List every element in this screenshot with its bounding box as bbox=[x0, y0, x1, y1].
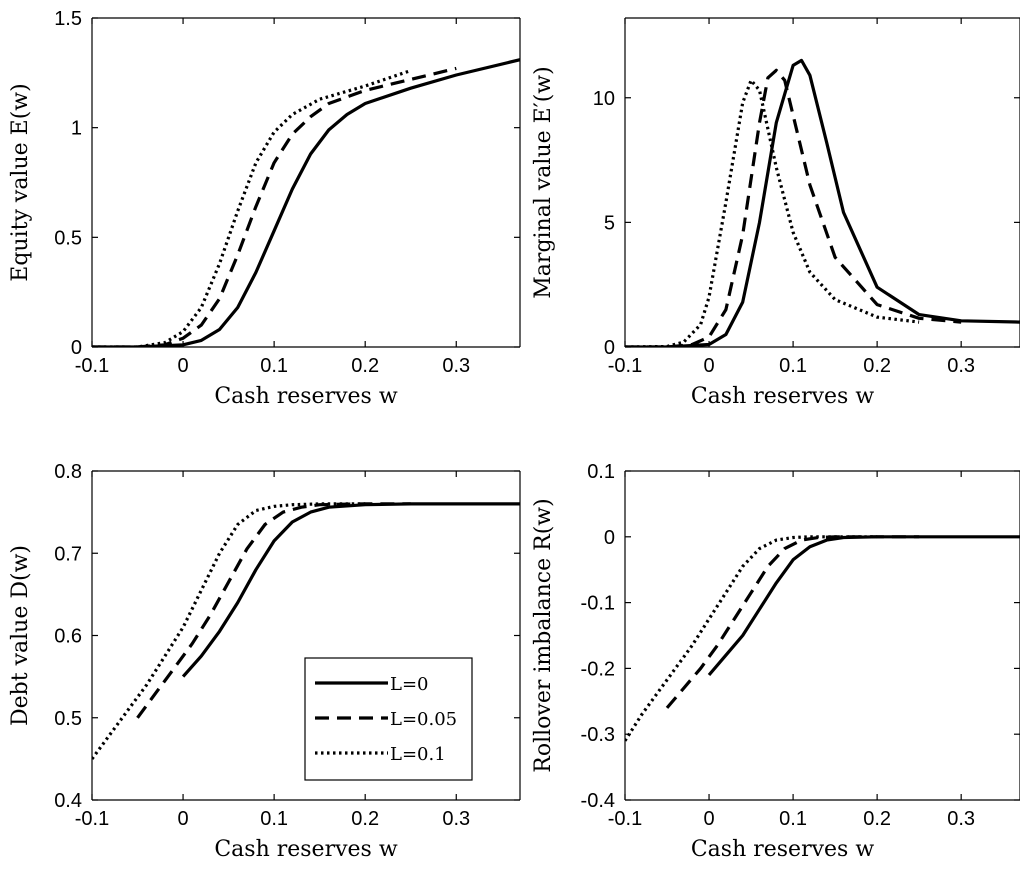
legend-label-2: L=0.05 bbox=[390, 709, 457, 730]
x-tick-label: -0.1 bbox=[75, 355, 109, 377]
y-tick-label: 0 bbox=[71, 337, 82, 359]
series-line-solid bbox=[92, 58, 520, 347]
series-line-dotted bbox=[92, 69, 412, 347]
x-tick-label: 0 bbox=[178, 808, 189, 830]
x-tick-label: 0.1 bbox=[260, 808, 288, 830]
y-tick-label: 0.1 bbox=[587, 461, 615, 483]
y-tick-label: 0 bbox=[604, 337, 615, 359]
y-tick-label: 10 bbox=[593, 88, 615, 110]
x-tick-label: 0.1 bbox=[260, 355, 288, 377]
x-axis-label: Cash reserves w bbox=[691, 837, 874, 862]
y-tick-label: 1 bbox=[71, 118, 82, 140]
x-tick-label: 0.3 bbox=[947, 355, 975, 377]
x-tick-label: 0.2 bbox=[351, 808, 379, 830]
y-tick-label: 0.4 bbox=[54, 790, 82, 812]
y-tick-label: -0.4 bbox=[581, 790, 615, 812]
series-line-dashed bbox=[136, 502, 411, 719]
x-tick-label: 0.3 bbox=[442, 808, 470, 830]
legend: L=0 L=0.05 L=0.1 bbox=[304, 657, 473, 781]
x-tick-label: 0 bbox=[703, 808, 714, 830]
y-tick-label: 0.7 bbox=[54, 543, 82, 565]
y-tick-label: -0.1 bbox=[581, 593, 615, 615]
series-line-solid bbox=[625, 58, 1020, 347]
y-axis-label: Equity value E(w) bbox=[8, 83, 33, 281]
y-tick-label: 0.5 bbox=[54, 227, 82, 249]
y-tick-label: 0 bbox=[604, 527, 615, 549]
series-line-solid bbox=[707, 535, 1020, 677]
panel-4: -0.1 0 0.1 0.2 0.3 -0.4 -0.3 -0.2 -0.1 0 0.1 Cash r… bbox=[531, 461, 1020, 862]
panel-3: -0.1 0 0.1 0.2 0.3 0.4 0.5 0.6 0.7 0.8 Cash reserv… bbox=[8, 461, 521, 862]
y-tick-label: 5 bbox=[604, 212, 615, 234]
y-axis-label: Rollover imbalance R(w) bbox=[531, 498, 556, 772]
y-tick-label: 0.5 bbox=[54, 708, 82, 730]
legend-label-3: L=0.1 bbox=[390, 744, 446, 765]
x-tick-label: 0.2 bbox=[351, 355, 379, 377]
series-line-dotted bbox=[625, 535, 878, 742]
x-tick-label: -0.1 bbox=[75, 808, 109, 830]
x-tick-label: 0.3 bbox=[442, 355, 470, 377]
x-tick-label: -0.1 bbox=[608, 355, 642, 377]
x-tick-label: -0.1 bbox=[608, 808, 642, 830]
y-axis-label: Debt value D(w) bbox=[8, 545, 33, 726]
x-tick-label: 0.3 bbox=[947, 808, 975, 830]
x-tick-label: 0.2 bbox=[863, 808, 891, 830]
x-tick-label: 0.1 bbox=[779, 808, 807, 830]
y-axis-label: Marginal value E′(w) bbox=[531, 66, 556, 298]
legend-box bbox=[304, 657, 473, 781]
x-tick-label: 0.2 bbox=[863, 355, 891, 377]
series-line-dotted bbox=[625, 78, 920, 347]
series-line-dashed bbox=[625, 68, 962, 347]
y-tick-label: 0.8 bbox=[54, 461, 82, 483]
legend-label-1: L=0 bbox=[390, 674, 429, 695]
x-tick-label: 0.1 bbox=[779, 355, 807, 377]
x-axis-label: Cash reserves w bbox=[214, 837, 397, 862]
x-tick-label: 0 bbox=[178, 355, 189, 377]
y-tick-label: 0.6 bbox=[54, 626, 82, 648]
y-tick-label: -0.3 bbox=[581, 724, 615, 746]
series-line-dotted bbox=[92, 502, 366, 760]
y-tick-label: -0.2 bbox=[581, 658, 615, 680]
x-axis-label: Cash reserves w bbox=[214, 384, 397, 409]
x-axis-label: Cash reserves w bbox=[691, 384, 874, 409]
series-line-dashed bbox=[92, 66, 457, 347]
y-tick-label: 1.5 bbox=[54, 8, 82, 30]
x-tick-label: 0 bbox=[703, 355, 714, 377]
